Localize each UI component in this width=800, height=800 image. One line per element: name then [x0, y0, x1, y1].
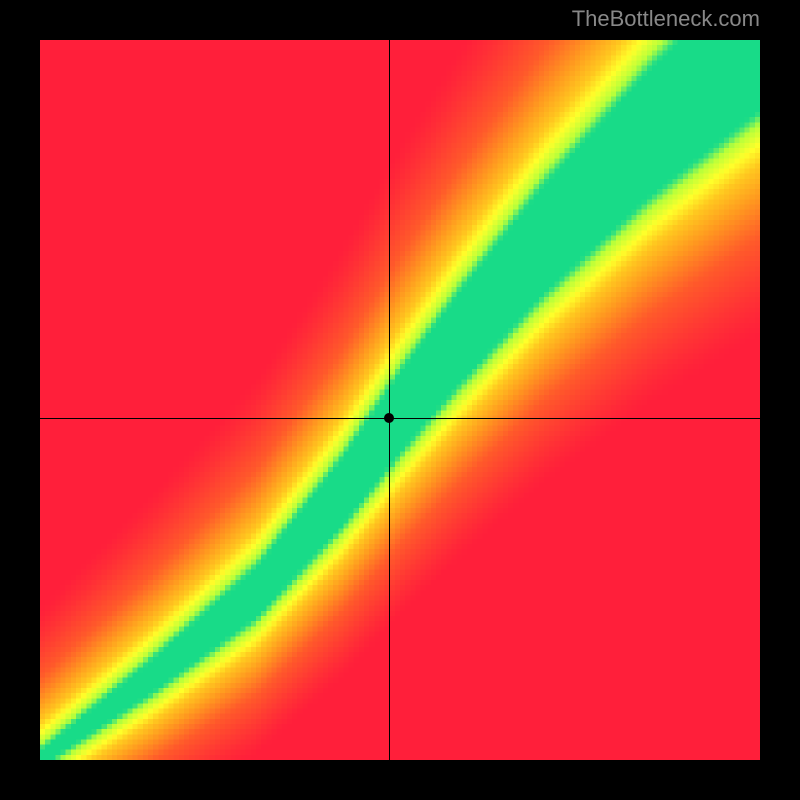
selected-point: [384, 413, 394, 423]
watermark-text: TheBottleneck.com: [572, 6, 760, 32]
crosshair-horizontal: [40, 418, 760, 419]
heatmap-plot: [40, 40, 760, 760]
crosshair-vertical: [389, 40, 390, 760]
heatmap-canvas: [40, 40, 760, 760]
